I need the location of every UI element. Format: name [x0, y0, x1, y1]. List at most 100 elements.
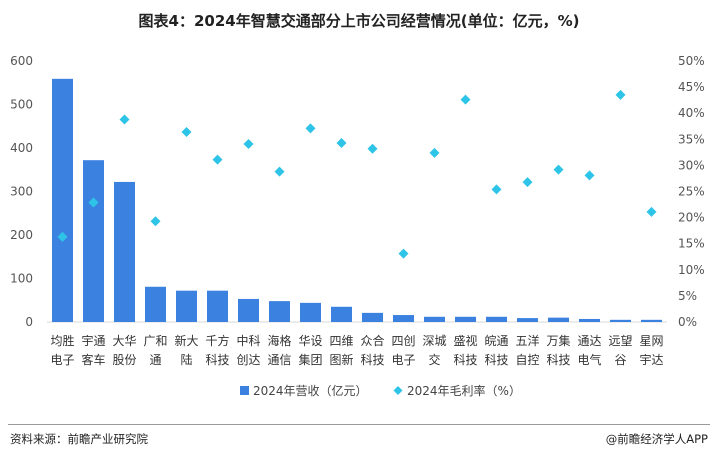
category-label: 华设 [298, 334, 322, 348]
category-label: 客车 [81, 352, 105, 367]
category-label: 广和 [143, 334, 167, 348]
y-right-tick-label: 15% [678, 237, 705, 251]
bar [486, 316, 507, 322]
category-label: 图新 [329, 352, 353, 367]
category-label: 千方 [205, 333, 229, 348]
bar [393, 315, 414, 322]
category-label: 海格 [267, 333, 291, 348]
y-right-tick-label: 45% [678, 80, 705, 94]
marker-point [243, 138, 254, 149]
category-label: 科技 [453, 353, 477, 367]
category-label: 电子 [391, 353, 415, 367]
legend-label-revenue: 2024年营收（亿元） [253, 383, 368, 398]
category-label: 远望 [608, 334, 632, 348]
y-left-tick-label: 600 [10, 54, 33, 68]
category-label: 通达 [577, 334, 601, 348]
category-label: 均胜 [50, 333, 74, 348]
category-label: 自控 [515, 353, 539, 367]
category-label: 宇通 [81, 334, 105, 348]
category-label: 星网 [639, 334, 663, 348]
category-label: 通信 [267, 353, 291, 367]
marker-point [615, 89, 626, 100]
category-label: 新大 [174, 333, 198, 348]
legend-swatch-margin [393, 386, 403, 395]
marker-point [553, 164, 564, 175]
bar [269, 301, 290, 322]
category-label: 电子 [50, 353, 74, 367]
marker-point [181, 126, 192, 137]
bar [548, 317, 569, 322]
category-label: 通 [149, 353, 161, 367]
category-label: 交 [428, 352, 440, 367]
y-left-tick-label: 500 [10, 98, 33, 112]
y-right-tick-label: 25% [678, 185, 705, 199]
marker-series [57, 89, 657, 259]
category-label: 陆 [180, 352, 192, 367]
bar [517, 318, 538, 322]
bar [83, 160, 104, 322]
category-label: 中科 [236, 333, 260, 348]
y-right-tick-label: 40% [678, 106, 705, 120]
y-left-tick-label: 400 [10, 141, 33, 155]
bar [579, 318, 600, 322]
brand-credit: @前瞻经济学人APP [605, 432, 708, 446]
legend-swatch-revenue [240, 386, 249, 395]
marker-point [584, 170, 595, 181]
category-label: 科技 [546, 353, 570, 367]
bar [641, 319, 662, 322]
category-label: 大华 [112, 334, 136, 348]
y-left-tick-label: 0 [25, 315, 33, 329]
y-right-tick-label: 20% [678, 211, 705, 225]
marker-point [212, 154, 223, 165]
marker-point [367, 143, 378, 154]
category-label: 深城 [422, 334, 446, 348]
y-right-tick-label: 10% [678, 263, 705, 277]
y-left-tick-label: 200 [10, 228, 33, 242]
y-axis-left: 0 100 200 300 400 500 600 [10, 54, 33, 329]
y-right-tick-label: 5% [678, 289, 697, 303]
category-label: 科技 [360, 353, 384, 367]
marker-point [88, 197, 99, 208]
bar [610, 319, 631, 322]
bar [114, 181, 135, 322]
y-right-tick-label: 35% [678, 132, 705, 146]
category-label: 创达 [236, 353, 260, 367]
y-right-tick-label: 50% [678, 54, 705, 68]
x-axis: 均胜电子宇通客车大华股份广和通新大陆千方科技中科创达海格通信华设集团四维图新众合… [50, 333, 663, 367]
marker-point [274, 166, 285, 177]
marker-point [429, 147, 440, 158]
marker-point [646, 206, 657, 217]
bar [300, 302, 321, 322]
bar [52, 78, 73, 323]
bar [362, 312, 383, 322]
marker-point [522, 177, 533, 188]
marker-point [398, 248, 409, 259]
category-label: 万集 [546, 333, 570, 348]
y-right-tick-label: 30% [678, 158, 705, 172]
category-label: 众合 [360, 333, 384, 348]
category-label: 科技 [484, 353, 508, 367]
bar [145, 286, 166, 322]
category-label: 五洋 [515, 333, 539, 348]
y-left-tick-label: 100 [10, 272, 33, 286]
marker-point [305, 123, 316, 134]
legend-label-margin: 2024年毛利率（%） [407, 383, 521, 398]
footer-divider [8, 424, 710, 425]
category-label: 盛视 [453, 333, 477, 348]
bar [238, 298, 259, 322]
legend: 2024年营收（亿元） 2024年毛利率（%） [240, 383, 521, 398]
chart-title: 图表4：2024年智慧交通部分上市公司经营情况(单位：亿元，%) [138, 12, 580, 30]
bar [331, 306, 352, 322]
marker-point [491, 184, 502, 195]
bar [207, 290, 228, 322]
bar [424, 316, 445, 322]
category-label: 四维 [329, 334, 353, 348]
category-label: 电气 [577, 352, 601, 367]
marker-point [150, 216, 161, 227]
y-right-tick-label: 0% [678, 315, 697, 329]
marker-point [57, 231, 68, 242]
bar [455, 316, 476, 322]
bar-series [52, 78, 662, 323]
category-label: 谷 [614, 353, 626, 367]
chart-svg: 0 100 200 300 400 500 600 0% 5% 10% 15% 20% 25% 30% 3… [10, 54, 705, 398]
